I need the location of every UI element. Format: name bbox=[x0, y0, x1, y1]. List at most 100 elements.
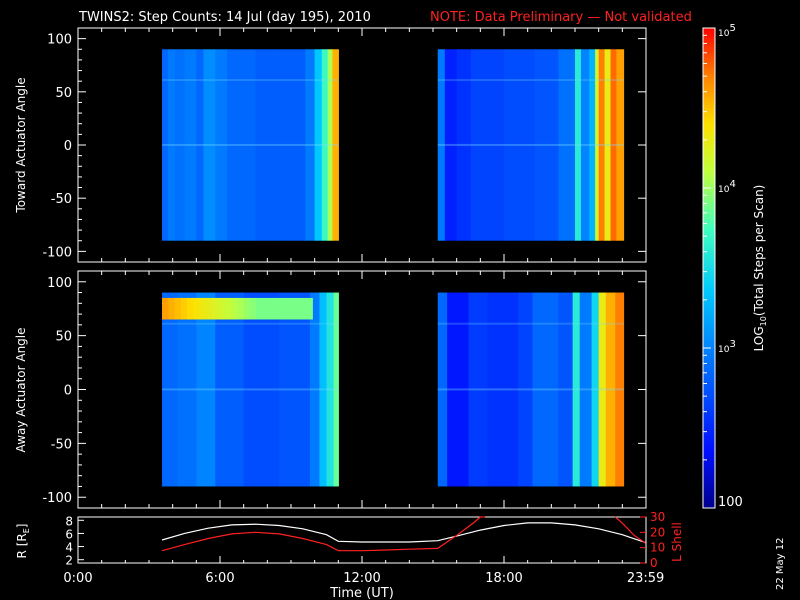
y-tick-label-right: 20 bbox=[650, 525, 665, 539]
heat-hot-band bbox=[293, 297, 301, 320]
heat-stripe-upper bbox=[162, 79, 339, 82]
y-tick-label-right: 0 bbox=[650, 556, 658, 570]
y-tick-label-left: 8 bbox=[65, 514, 73, 528]
heat-band bbox=[616, 49, 625, 241]
heat-hot-band bbox=[212, 297, 219, 320]
y-tick-label-left: 4 bbox=[65, 541, 73, 555]
heat-band bbox=[167, 49, 176, 241]
ylabel-r-close: ] bbox=[15, 524, 29, 529]
heatmap-toward bbox=[162, 49, 625, 241]
xlabel-time: Time (UT) bbox=[329, 586, 394, 600]
heat-hot-band bbox=[306, 297, 313, 320]
heat-band bbox=[598, 49, 606, 241]
colorbar-label: LOG10(Total Steps per Scan) bbox=[752, 185, 768, 352]
y-tick-label: -100 bbox=[42, 245, 72, 260]
y-tick-label-right: 30 bbox=[650, 510, 665, 524]
y-tick-label: 50 bbox=[55, 86, 72, 101]
y-axis-away: 100 50 0 -50 -100 bbox=[42, 276, 646, 506]
colorbar-tick-label: 105 bbox=[718, 23, 736, 39]
heat-band bbox=[437, 49, 446, 241]
heat-hot-band bbox=[262, 297, 270, 320]
y-tick-label: 0 bbox=[64, 384, 72, 399]
heat-band bbox=[184, 49, 197, 241]
x-ticks-toward bbox=[77, 28, 647, 262]
colorbar-tick-base: 100 bbox=[718, 495, 743, 510]
heat-band bbox=[487, 292, 519, 487]
heat-stripe-zero bbox=[162, 388, 339, 391]
y-tick-label: -50 bbox=[51, 192, 72, 207]
y-tick-label-left: 2 bbox=[65, 554, 73, 568]
heat-band bbox=[605, 292, 616, 487]
heat-band bbox=[227, 49, 257, 241]
x-tick-label: 12:00 bbox=[343, 571, 380, 586]
heat-band bbox=[572, 292, 581, 487]
ylabel-away: Away Actuator Angle bbox=[14, 327, 28, 452]
colorbar-tick-label: 100 bbox=[718, 495, 743, 510]
colorbar-tick-exp: 3 bbox=[729, 339, 735, 350]
y-tick-label: -100 bbox=[42, 491, 72, 506]
heat-band bbox=[610, 49, 618, 241]
heat-band bbox=[321, 49, 329, 241]
colorbar-tick-label: 103 bbox=[718, 339, 736, 355]
heat-band bbox=[203, 49, 216, 241]
heat-hot-band bbox=[230, 297, 238, 320]
heat-band bbox=[309, 292, 320, 487]
heat-hot-band bbox=[180, 297, 188, 320]
heat-band bbox=[327, 49, 334, 241]
heat-stripe-upper bbox=[162, 322, 339, 325]
heat-hot-band bbox=[299, 297, 307, 320]
heat-band bbox=[175, 49, 186, 241]
heat-hot-band bbox=[205, 297, 213, 320]
heat-band bbox=[319, 292, 328, 487]
colorbar-tick-base: 10 bbox=[718, 345, 730, 355]
colorbar-tick-base: 10 bbox=[718, 29, 730, 39]
heat-band bbox=[333, 292, 339, 487]
heat-hot-band bbox=[280, 297, 288, 320]
y-axis-toward: 100 50 0 -50 -100 bbox=[42, 33, 646, 260]
heat-band bbox=[162, 49, 169, 241]
heat-hot-band bbox=[162, 297, 169, 320]
heat-hot-band bbox=[187, 297, 194, 320]
heat-band bbox=[591, 292, 600, 487]
heat-stripe-zero bbox=[162, 143, 339, 146]
heatmap-away bbox=[162, 292, 625, 487]
colorbar-label-suffix: (Total Steps per Scan) bbox=[752, 185, 766, 317]
heat-hot-band bbox=[193, 297, 201, 320]
series-r-line bbox=[161, 522, 646, 544]
heat-band bbox=[444, 49, 458, 241]
heat-band bbox=[518, 292, 533, 487]
x-tick-label: 6:00 bbox=[205, 571, 234, 586]
heat-band bbox=[314, 49, 323, 241]
panel-away-actuator: 100 50 0 -50 -100 Away Actuator Angle bbox=[14, 270, 647, 509]
heat-stripe-upper bbox=[437, 79, 624, 82]
heat-hot-band bbox=[218, 297, 226, 320]
heat-band bbox=[598, 292, 607, 487]
heat-band bbox=[504, 49, 536, 241]
x-tick-label: 0:00 bbox=[63, 571, 92, 586]
heat-band bbox=[579, 292, 593, 487]
ylabel-r-text: R [R bbox=[15, 533, 29, 558]
heat-band bbox=[456, 49, 472, 241]
heat-band bbox=[196, 292, 216, 487]
heat-band bbox=[575, 49, 582, 241]
colorbar-gradient bbox=[703, 28, 715, 508]
y-tick-label: 100 bbox=[47, 276, 72, 291]
x-tick-label: 18:00 bbox=[485, 571, 522, 586]
y-tick-label: 100 bbox=[47, 33, 72, 48]
heat-hot-band bbox=[224, 297, 232, 320]
date-stamp: 22 May 12 bbox=[775, 538, 786, 590]
colorbar-tick-base: 10 bbox=[718, 185, 730, 195]
heat-stripe-zero bbox=[437, 143, 624, 146]
heat-band bbox=[589, 49, 596, 241]
heat-band bbox=[177, 292, 197, 487]
colorbar-tick-exp: 4 bbox=[729, 179, 735, 190]
heat-hot-band bbox=[249, 297, 257, 320]
heat-hot-band bbox=[199, 297, 207, 320]
heat-hot-band bbox=[274, 297, 282, 320]
